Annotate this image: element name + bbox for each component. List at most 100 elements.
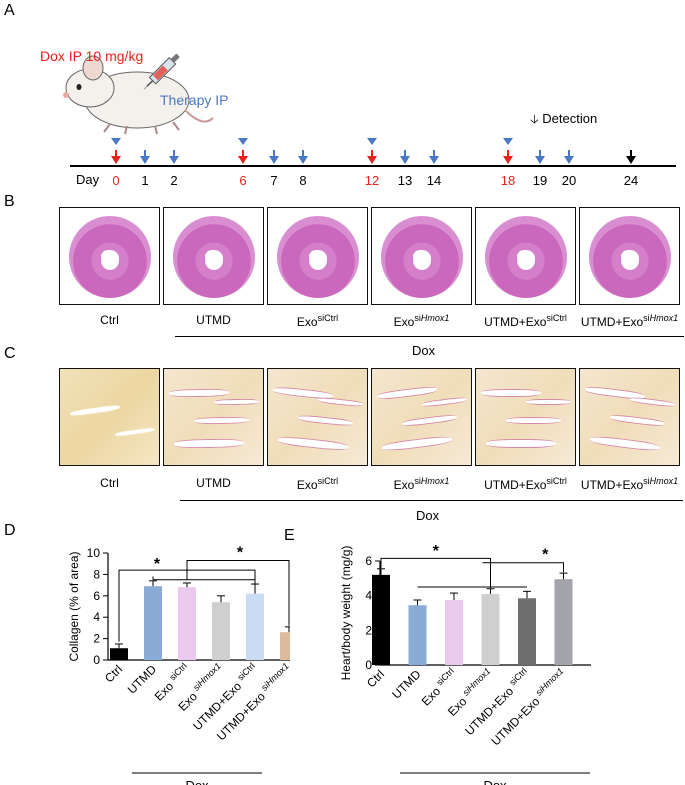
dox-bracket-c	[180, 500, 683, 501]
heart-section	[173, 216, 255, 298]
ventricle-lumen	[205, 250, 223, 266]
collagen-fiber	[506, 417, 561, 424]
collagen-fiber	[486, 439, 556, 448]
dox-label-c: Dox	[416, 508, 440, 523]
heart-section	[589, 216, 671, 298]
y-tick-label: 2	[365, 623, 372, 637]
sirius-red-image	[163, 368, 264, 466]
panel-a-letter: A	[4, 2, 15, 19]
y-axis-label: Heart/body weight (mg/g)	[339, 546, 353, 681]
day-tick-label: 2	[170, 173, 177, 188]
day-tick-label: 7	[270, 173, 277, 188]
dox-arrow-icon	[238, 156, 248, 164]
bar	[518, 598, 536, 665]
day-tick-label: 24	[624, 173, 638, 188]
sirius-group-label: Ctrl	[100, 476, 119, 490]
panel-b-letter: B	[4, 193, 15, 210]
detection-arrow-icon: 🡣	[530, 112, 539, 126]
he-section-image	[475, 207, 576, 305]
ventricle-lumen	[309, 250, 327, 266]
therapy-arrow-icon	[503, 138, 513, 145]
syringe-icon	[143, 53, 180, 90]
day-tick-label: 1	[141, 173, 148, 188]
sirius-red-image	[475, 368, 576, 466]
heart-section	[485, 216, 567, 298]
detection-arrow-icon	[626, 156, 636, 164]
therapy-arrow-icon	[269, 156, 279, 164]
he-group-label: ExosiHmox1	[393, 313, 450, 329]
collagen-fiber	[481, 389, 541, 397]
day-tick-label: 6	[239, 173, 246, 188]
therapy-arrow-icon	[169, 156, 179, 164]
significance-star: *	[433, 543, 440, 560]
mouse-icon	[63, 55, 214, 135]
day-tick-label: 8	[299, 173, 306, 188]
dox-ip-label: Dox IP 10 mg/kg	[40, 48, 144, 64]
he-group-label: Ctrl	[100, 313, 119, 327]
he-group-label: UTMD+ExosiCtrl	[484, 313, 567, 329]
significance-bracket	[482, 562, 564, 573]
detection-label: Detection	[542, 111, 598, 126]
significance-bracket	[186, 559, 290, 626]
sirius-red-image	[371, 368, 472, 466]
bar	[445, 600, 463, 665]
sirius-red-image	[579, 368, 680, 466]
day-tick-label: 18	[501, 173, 515, 188]
dox-bracket-b	[175, 336, 684, 337]
dox-group-label: Dox	[185, 778, 209, 785]
he-section-image	[579, 207, 680, 305]
therapy-arrow-icon	[564, 156, 574, 164]
collagen-fiber	[526, 399, 571, 405]
dox-arrow-icon	[111, 156, 121, 164]
therapy-arrow-icon	[238, 138, 248, 145]
dox-arrow-icon	[367, 156, 377, 164]
he-section-image	[59, 207, 160, 305]
y-tick-label: 6	[365, 554, 372, 568]
detection-legend: 🡣 Detection	[530, 110, 597, 131]
bar	[372, 574, 390, 665]
dox-group-label: Dox	[483, 778, 507, 785]
therapy-arrow-icon	[400, 156, 410, 164]
y-tick-label: 6	[93, 589, 100, 603]
sirius-group-label: UTMD+ExosiCtrl	[484, 476, 567, 492]
panel-e-letter: E	[284, 527, 295, 544]
sirius-red-image	[267, 368, 368, 466]
x-tick-label: Exo siCtrl	[150, 661, 193, 704]
he-group-label: UTMD+ExosiHmox1	[580, 313, 679, 329]
therapy-arrow-icon	[429, 156, 439, 164]
day-tick-label: 19	[533, 173, 547, 188]
heart-section	[381, 216, 463, 298]
day-tick-label: 12	[365, 173, 379, 188]
y-tick-label: 0	[93, 653, 100, 667]
y-tick-label: 0	[365, 658, 372, 672]
x-tick-label: Ctrl	[102, 662, 125, 685]
y-tick-label: 4	[365, 589, 372, 603]
significance-star: *	[154, 556, 161, 573]
bar	[408, 605, 427, 665]
day-label: Day	[76, 172, 100, 187]
sirius-group-label: UTMD	[196, 476, 231, 490]
heart-section	[277, 216, 359, 298]
timeline: Day 0 1 2 6 7 8 12 13 14 18 19 20 24	[70, 138, 676, 188]
significance-star: *	[542, 546, 549, 563]
sirius-group-label: ExosiHmox1	[393, 476, 450, 492]
sirius-group-label: UTMD+ExosiHmox1	[580, 476, 679, 492]
y-tick-label: 4	[93, 610, 100, 624]
he-section-image	[371, 207, 472, 305]
bar	[280, 632, 290, 660]
he-section-image	[163, 207, 264, 305]
he-group-label: UTMD	[196, 313, 231, 327]
dox-arrow-icon	[503, 156, 513, 164]
dox-label-b: Dox	[412, 343, 436, 358]
ventricle-lumen	[621, 250, 639, 266]
he-group-label: ExosiCtrl	[296, 313, 339, 329]
bar	[110, 648, 128, 660]
therapy-arrow-icon	[298, 156, 308, 164]
bar	[144, 586, 162, 660]
therapy-arrow-icon	[535, 156, 545, 164]
bar	[246, 593, 264, 660]
y-tick-label: 2	[93, 632, 100, 646]
therapy-arrow-icon	[367, 138, 377, 145]
day-tick-label: 13	[398, 173, 412, 188]
